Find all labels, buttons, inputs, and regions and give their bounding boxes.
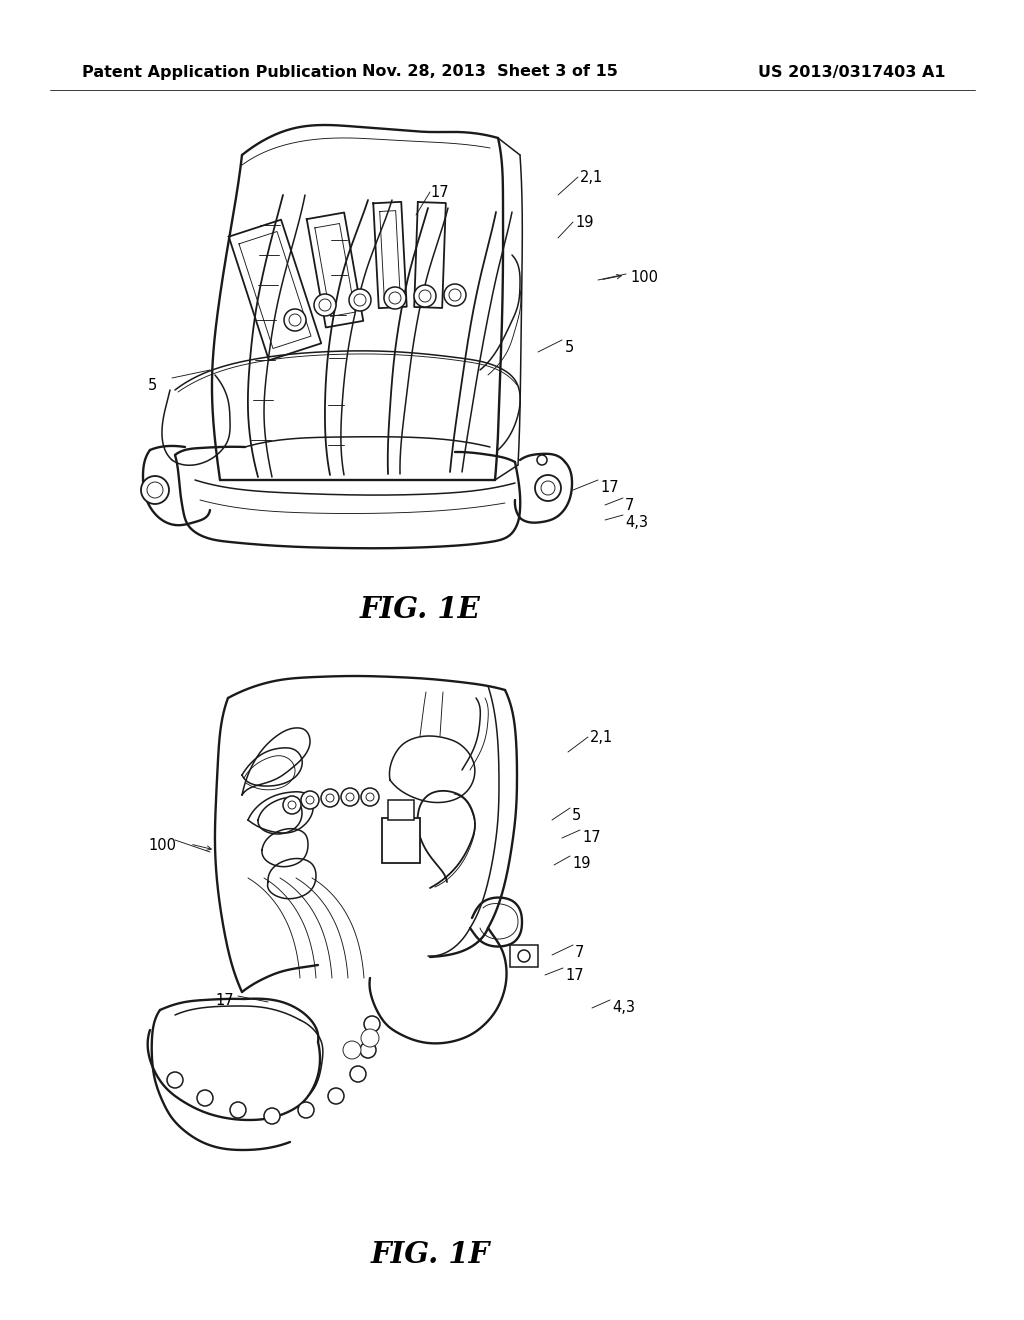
Circle shape	[414, 285, 436, 308]
Circle shape	[314, 294, 336, 315]
Circle shape	[366, 793, 374, 801]
Text: 100: 100	[148, 838, 176, 853]
Text: 17: 17	[582, 830, 601, 845]
Text: 5: 5	[148, 378, 158, 393]
Text: 2,1: 2,1	[590, 730, 613, 744]
Text: 7: 7	[625, 498, 635, 513]
FancyBboxPatch shape	[510, 945, 538, 968]
Circle shape	[289, 314, 301, 326]
Circle shape	[141, 477, 169, 504]
Text: 17: 17	[430, 185, 449, 201]
Circle shape	[319, 300, 331, 312]
FancyBboxPatch shape	[382, 818, 420, 863]
Text: 17: 17	[600, 480, 618, 495]
Text: 4,3: 4,3	[625, 515, 648, 531]
Text: 7: 7	[575, 945, 585, 960]
Circle shape	[349, 289, 371, 312]
Circle shape	[364, 1016, 380, 1032]
Circle shape	[361, 1030, 379, 1047]
Circle shape	[354, 294, 366, 306]
Text: Nov. 28, 2013  Sheet 3 of 15: Nov. 28, 2013 Sheet 3 of 15	[362, 65, 617, 79]
Text: 100: 100	[630, 271, 658, 285]
Text: Patent Application Publication: Patent Application Publication	[82, 65, 357, 79]
Circle shape	[444, 284, 466, 306]
Circle shape	[449, 289, 461, 301]
Circle shape	[360, 1041, 376, 1059]
Circle shape	[347, 1045, 357, 1055]
Circle shape	[346, 793, 354, 801]
Circle shape	[306, 796, 314, 804]
Circle shape	[350, 1067, 366, 1082]
Circle shape	[541, 480, 555, 495]
Circle shape	[230, 1102, 246, 1118]
Circle shape	[518, 950, 530, 962]
FancyBboxPatch shape	[388, 800, 414, 820]
Circle shape	[283, 796, 301, 814]
Circle shape	[326, 795, 334, 803]
Text: 5: 5	[572, 808, 582, 822]
Text: FIG. 1F: FIG. 1F	[371, 1239, 489, 1269]
Circle shape	[384, 286, 406, 309]
Circle shape	[301, 791, 319, 809]
Circle shape	[537, 455, 547, 465]
Circle shape	[288, 801, 296, 809]
Text: FIG. 1E: FIG. 1E	[359, 595, 480, 624]
Circle shape	[264, 1107, 280, 1125]
Circle shape	[321, 789, 339, 807]
Circle shape	[341, 788, 359, 807]
Circle shape	[284, 309, 306, 331]
Text: 19: 19	[575, 215, 594, 230]
Circle shape	[365, 1034, 375, 1043]
Text: 19: 19	[572, 855, 591, 871]
Circle shape	[389, 292, 401, 304]
Circle shape	[343, 1041, 361, 1059]
Text: 17: 17	[565, 968, 584, 983]
Text: US 2013/0317403 A1: US 2013/0317403 A1	[758, 65, 945, 79]
Circle shape	[535, 475, 561, 502]
Text: 5: 5	[565, 341, 574, 355]
Text: 2,1: 2,1	[580, 170, 603, 185]
Circle shape	[328, 1088, 344, 1104]
Text: 17: 17	[215, 993, 233, 1008]
Circle shape	[419, 290, 431, 302]
Circle shape	[147, 482, 163, 498]
Circle shape	[361, 788, 379, 807]
Text: 4,3: 4,3	[612, 1001, 635, 1015]
Circle shape	[298, 1102, 314, 1118]
Circle shape	[197, 1090, 213, 1106]
Circle shape	[167, 1072, 183, 1088]
